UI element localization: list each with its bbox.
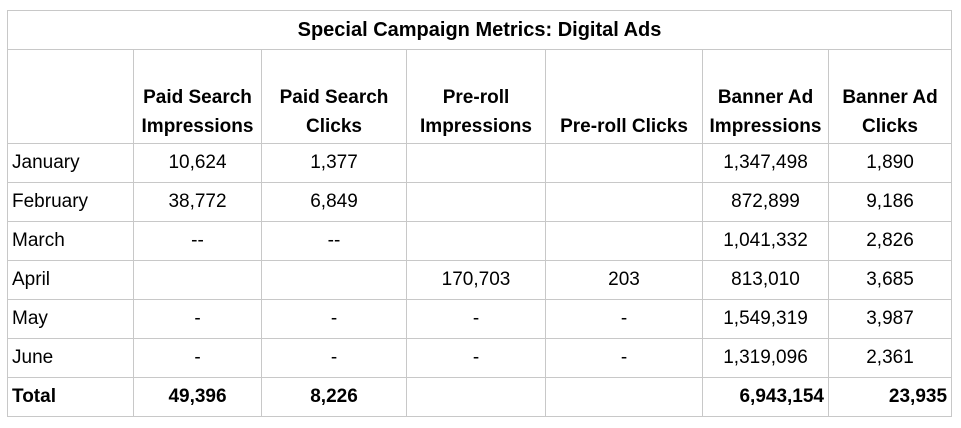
table-cell xyxy=(406,182,546,222)
month-label: January xyxy=(7,143,134,183)
table-cell: 38,772 xyxy=(133,182,262,222)
table-cell: 6,849 xyxy=(261,182,407,222)
month-label: March xyxy=(7,221,134,261)
header-row: Paid Search Impressions Paid Search Clic… xyxy=(7,49,953,144)
table-cell xyxy=(406,221,546,261)
table-title: Special Campaign Metrics: Digital Ads xyxy=(6,10,953,50)
table-cell: 1,041,332 xyxy=(702,221,829,261)
table-row: January 10,624 1,377 1,347,498 1,890 xyxy=(7,143,953,183)
header-corner xyxy=(7,49,134,144)
table-cell xyxy=(545,143,703,183)
table-cell: - xyxy=(545,299,703,339)
table-row: February 38,772 6,849 872,899 9,186 xyxy=(7,182,953,222)
total-row: Total 49,396 8,226 6,943,154 23,935 xyxy=(7,377,953,417)
table-cell: 1,890 xyxy=(827,143,953,183)
table-cell: 170,703 xyxy=(406,260,546,300)
table-cell: - xyxy=(261,299,407,339)
table-cell: 872,899 xyxy=(702,182,829,222)
total-cell: 23,935 xyxy=(827,377,953,417)
total-cell: 6,943,154 xyxy=(702,377,829,417)
month-label: February xyxy=(7,182,134,222)
total-cell: 8,226 xyxy=(261,377,407,417)
total-cell xyxy=(406,377,546,417)
table-cell: 1,347,498 xyxy=(702,143,829,183)
header-banner-ad-impressions: Banner Ad Impressions xyxy=(702,49,829,144)
table-cell: - xyxy=(133,338,262,378)
table-cell: 10,624 xyxy=(133,143,262,183)
table-cell: 2,826 xyxy=(827,221,953,261)
table-cell: 1,549,319 xyxy=(702,299,829,339)
total-label: Total xyxy=(7,377,134,417)
table-cell xyxy=(133,260,262,300)
table-row: April 170,703 203 813,010 3,685 xyxy=(7,260,953,300)
campaign-metrics-table: Special Campaign Metrics: Digital Ads Pa… xyxy=(6,10,953,417)
table-cell: 1,377 xyxy=(261,143,407,183)
table-cell: - xyxy=(261,338,407,378)
table-cell: 2,361 xyxy=(827,338,953,378)
month-label: May xyxy=(7,299,134,339)
total-cell: 49,396 xyxy=(133,377,262,417)
table-row: March -- -- 1,041,332 2,826 xyxy=(7,221,953,261)
header-banner-ad-clicks: Banner Ad Clicks xyxy=(827,49,953,144)
table-cell: 813,010 xyxy=(702,260,829,300)
table-cell: 203 xyxy=(545,260,703,300)
month-label: April xyxy=(7,260,134,300)
table-cell: -- xyxy=(261,221,407,261)
table-cell: 3,685 xyxy=(827,260,953,300)
table-cell: 3,987 xyxy=(827,299,953,339)
table-row: May - - - - 1,549,319 3,987 xyxy=(7,299,953,339)
table-cell xyxy=(545,221,703,261)
table-cell xyxy=(545,182,703,222)
table-cell: - xyxy=(406,338,546,378)
table-cell: - xyxy=(545,338,703,378)
table-cell: -- xyxy=(133,221,262,261)
total-cell xyxy=(545,377,703,417)
table-cell: 9,186 xyxy=(827,182,953,222)
header-paid-search-clicks: Paid Search Clicks xyxy=(261,49,407,144)
month-label: June xyxy=(7,338,134,378)
table-cell: - xyxy=(406,299,546,339)
table-cell: 1,319,096 xyxy=(702,338,829,378)
table-row: June - - - - 1,319,096 2,361 xyxy=(7,338,953,378)
table-cell xyxy=(261,260,407,300)
header-pre-roll-impressions: Pre-roll Impressions xyxy=(406,49,546,144)
header-pre-roll-clicks: Pre-roll Clicks xyxy=(545,49,703,144)
table-cell xyxy=(406,143,546,183)
header-paid-search-impressions: Paid Search Impressions xyxy=(133,49,262,144)
table-cell: - xyxy=(133,299,262,339)
